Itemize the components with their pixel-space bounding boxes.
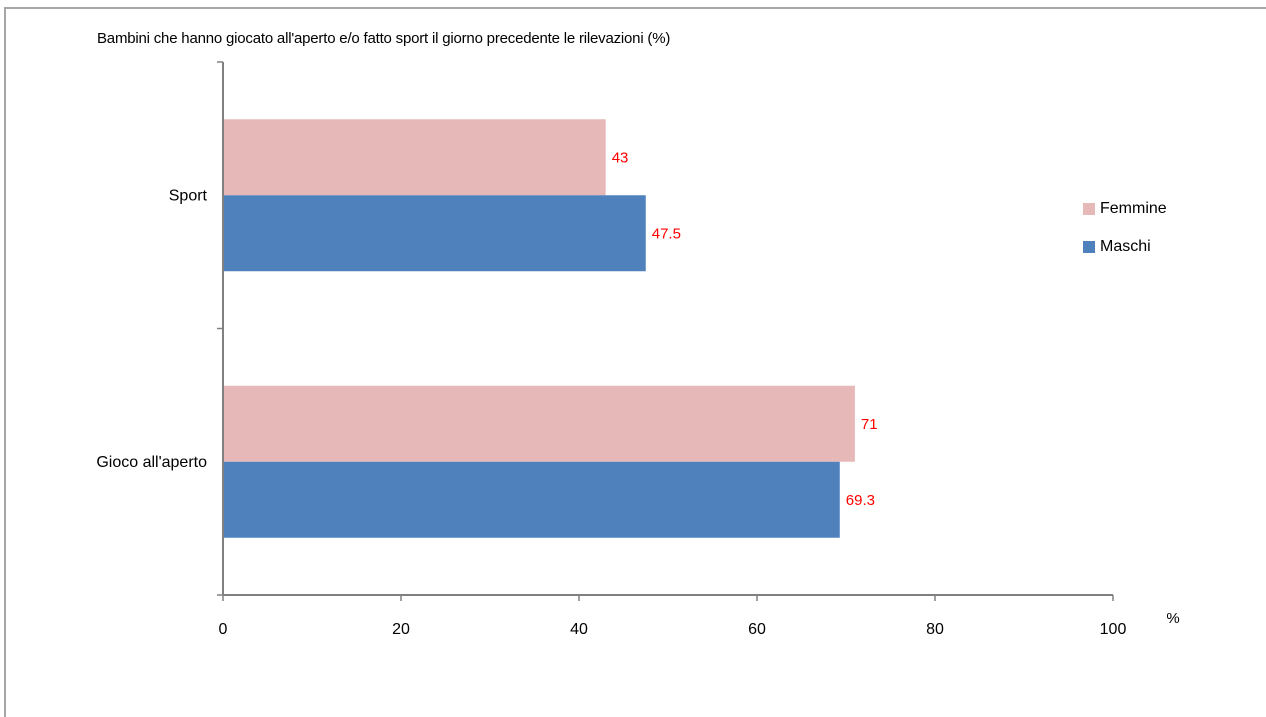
legend-label-femmine: Femmine	[1100, 200, 1167, 217]
legend-item-femmine: Femmine	[1083, 190, 1167, 228]
x-tick-label-2: 40	[570, 621, 588, 638]
data-label-maschi-0: 47.5	[652, 225, 681, 242]
legend-swatch-maschi	[1083, 241, 1095, 253]
legend-swatch-femmine	[1083, 203, 1095, 215]
bar-maschi-1	[223, 461, 840, 538]
x-axis-label: %	[1166, 610, 1179, 627]
x-tick-label-5: 100	[1100, 621, 1127, 638]
bar-maschi-0	[223, 195, 646, 272]
legend: Femmine Maschi	[1083, 190, 1167, 266]
x-tick-label-3: 60	[748, 621, 766, 638]
data-label-femmine-0: 43	[612, 149, 629, 166]
data-label-femmine-1: 71	[861, 416, 878, 433]
chart-frame	[4, 7, 1266, 717]
x-tick-label-1: 20	[392, 621, 410, 638]
legend-item-maschi: Maschi	[1083, 228, 1167, 266]
x-tick-label-4: 80	[926, 621, 944, 638]
data-label-maschi-1: 69.3	[846, 492, 875, 509]
category-label-1: Gioco all'aperto	[96, 454, 207, 471]
bar-femmine-0	[223, 119, 606, 196]
chart-title: Bambini che hanno giocato all'aperto e/o…	[97, 30, 671, 47]
x-tick-label-0: 0	[219, 621, 228, 638]
legend-label-maschi: Maschi	[1100, 238, 1151, 255]
category-label-0: Sport	[169, 187, 208, 204]
bar-femmine-1	[223, 385, 855, 462]
